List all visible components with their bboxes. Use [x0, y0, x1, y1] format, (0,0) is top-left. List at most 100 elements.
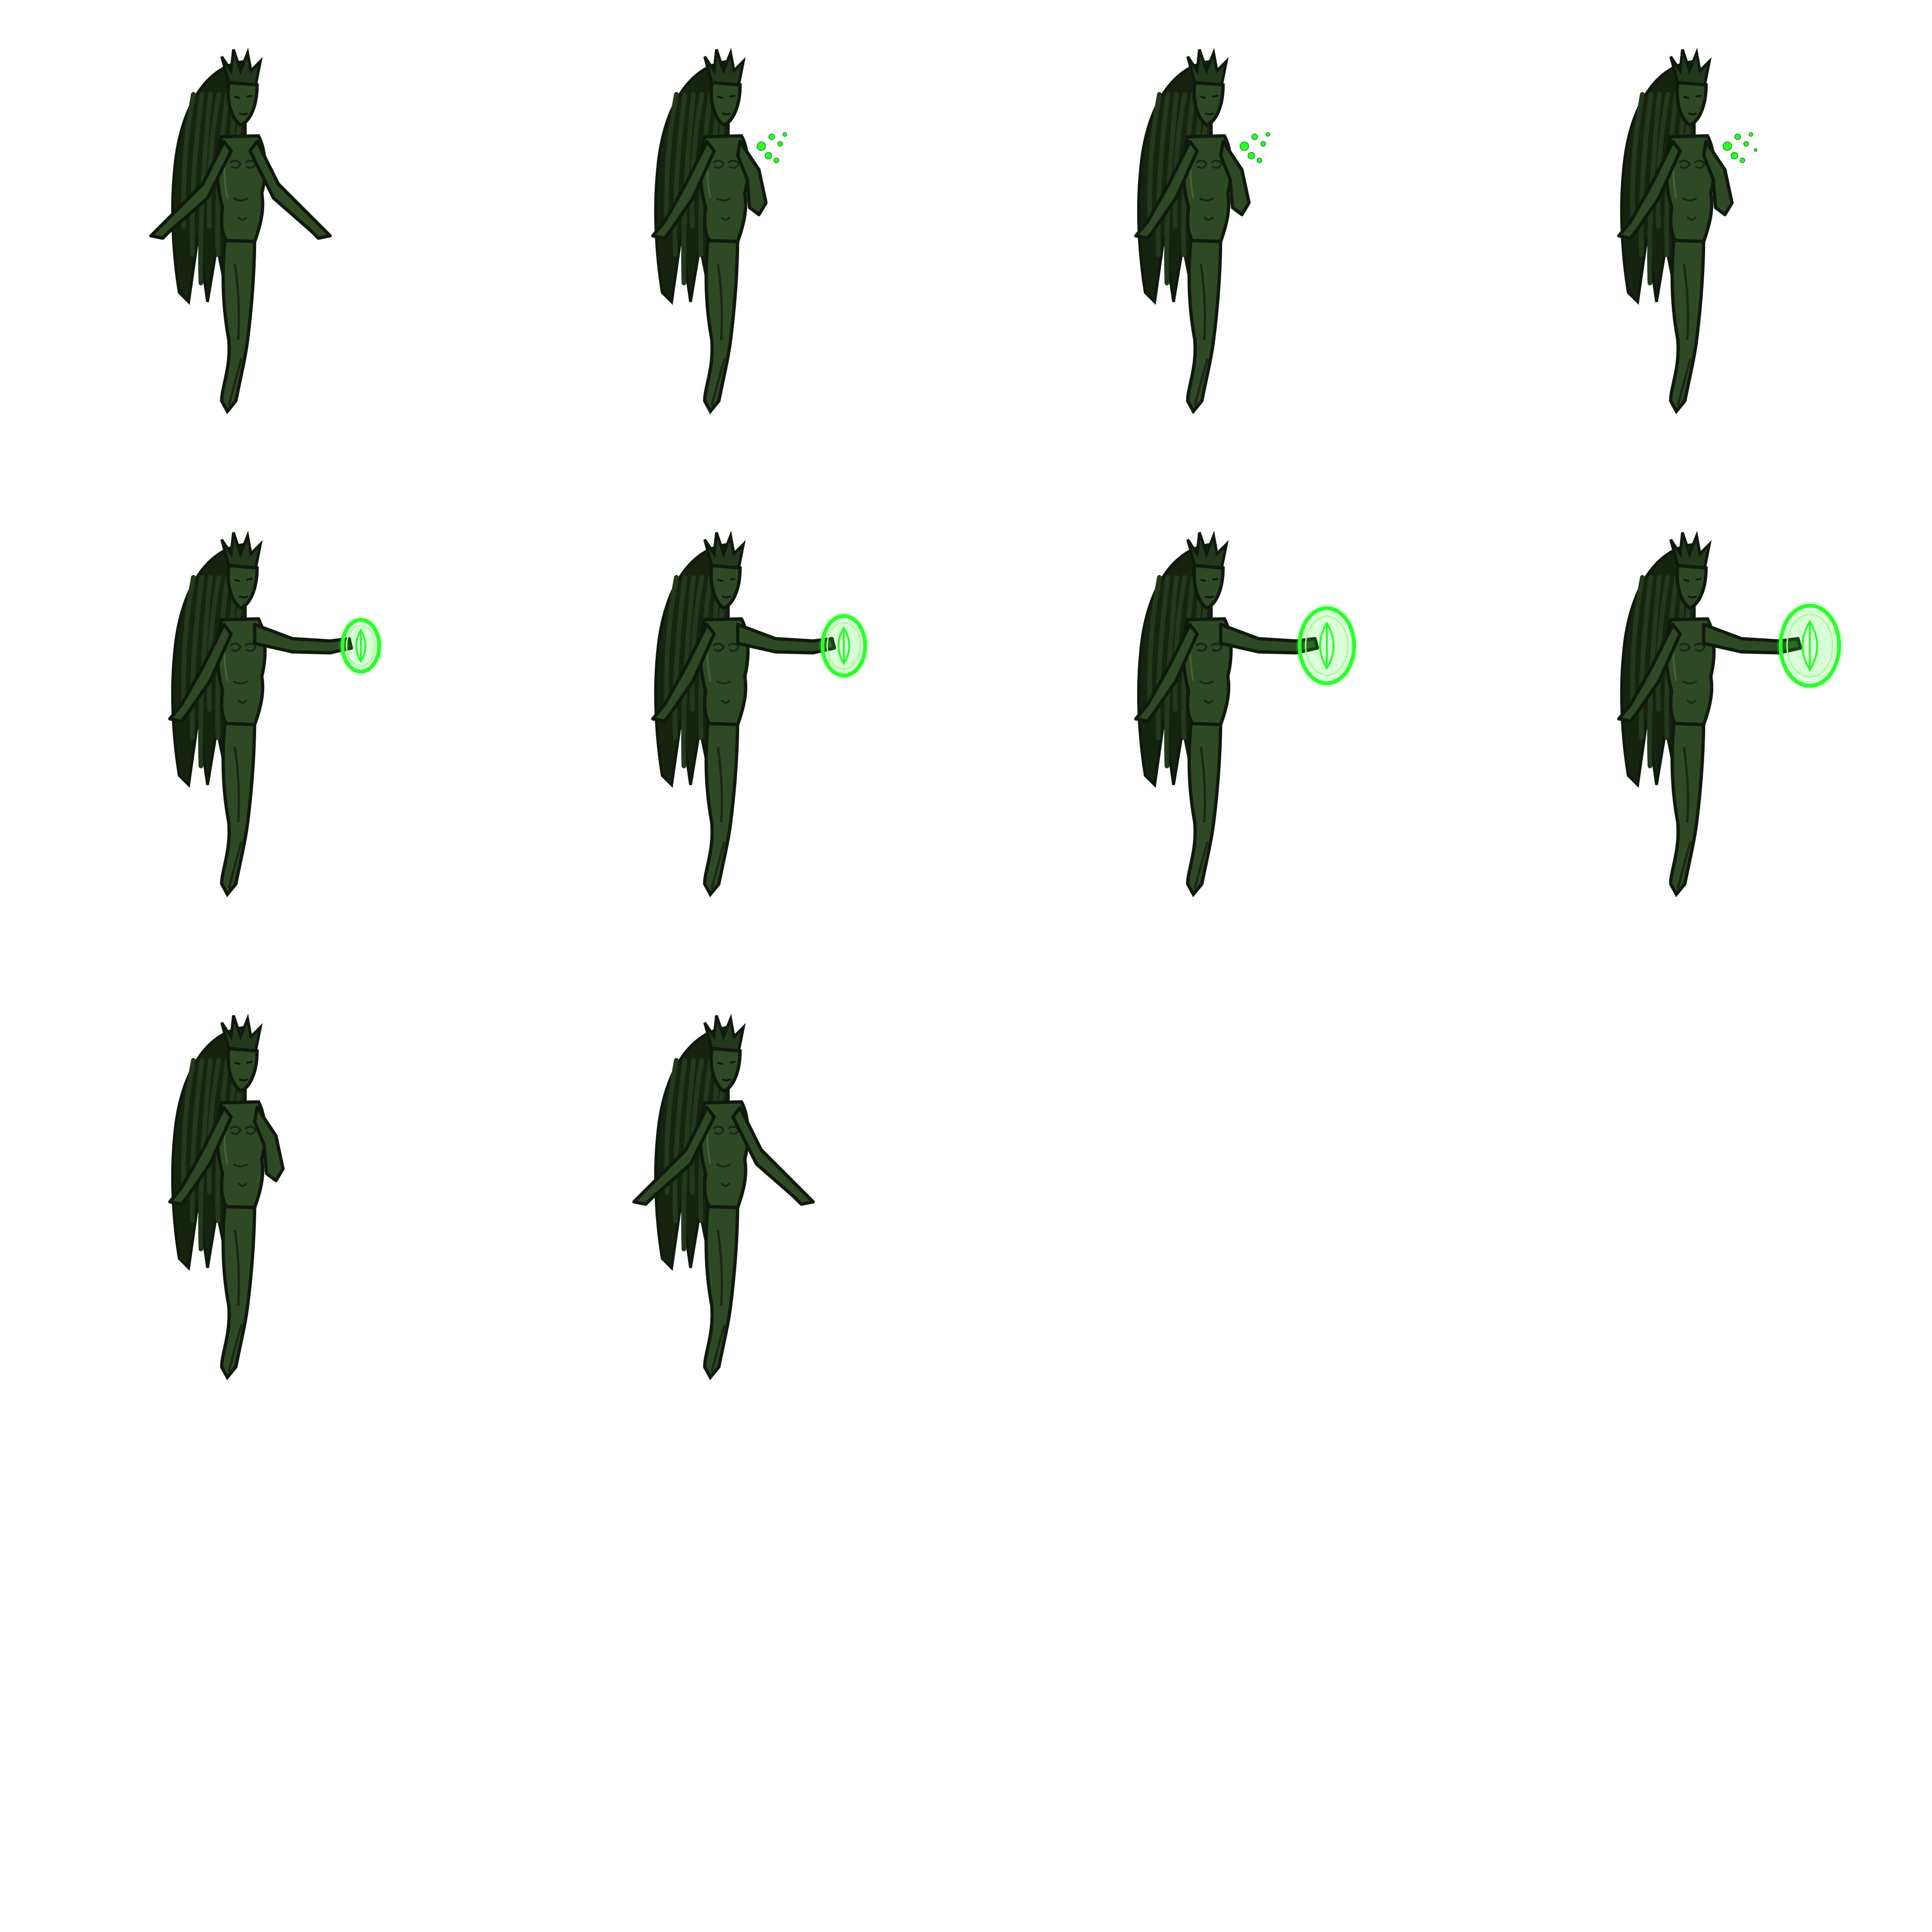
- wing-feather: [673, 1058, 687, 1223]
- left-arm: [168, 623, 233, 723]
- right-arm: [1702, 140, 1734, 217]
- dryad-figure: [1134, 531, 1358, 898]
- leg-bark: [1676, 747, 1692, 889]
- face: [234, 95, 253, 116]
- wing-feather: [673, 92, 687, 257]
- dryad-figure: [1617, 48, 1757, 415]
- sprite-frame: [483, 966, 966, 1449]
- torso-bark: [712, 642, 740, 704]
- dryad-sprite: [1134, 531, 1358, 898]
- sprite-frame: [483, 483, 966, 966]
- head: [226, 1047, 259, 1093]
- wing-feather: [1156, 92, 1170, 257]
- face: [717, 578, 736, 599]
- sigil-ring: [341, 618, 381, 674]
- wing-feather: [690, 92, 704, 229]
- sparkle: [757, 142, 766, 151]
- wing-feather: [207, 575, 221, 712]
- branch-crown: [703, 48, 746, 87]
- sparkle: [783, 132, 787, 137]
- wing-feather: [181, 1058, 196, 1195]
- head: [1192, 564, 1225, 610]
- dryad-sprite: [149, 48, 332, 415]
- leg-bark: [710, 264, 726, 406]
- branch-crown: [703, 531, 746, 570]
- dryad-figure: [632, 1014, 815, 1381]
- left-arm: [1134, 623, 1199, 723]
- wing-feather: [1173, 92, 1187, 229]
- sparkle: [1740, 158, 1745, 163]
- leg-bark: [710, 747, 726, 889]
- wing-feather: [1147, 92, 1162, 229]
- wing-feather: [690, 575, 704, 712]
- magic-sparkles: [757, 132, 787, 163]
- wing-feather: [1630, 575, 1645, 712]
- dryad-sprite: [1134, 48, 1270, 415]
- sprite-frame: [966, 483, 1449, 966]
- leg-bark: [1193, 264, 1209, 406]
- wing-feather: [1639, 92, 1653, 257]
- sprite-frame: [0, 0, 483, 483]
- magic-sparkles: [1723, 132, 1757, 163]
- sparkle: [1734, 133, 1741, 140]
- sparkle: [1754, 148, 1757, 152]
- magic-sigil: [339, 616, 383, 675]
- sparkle: [1251, 133, 1258, 140]
- sprite-frame: [0, 483, 483, 966]
- face: [234, 1061, 253, 1082]
- magic-sigil: [1777, 602, 1843, 690]
- wing-feather: [207, 1058, 221, 1195]
- left-arm: [651, 140, 716, 240]
- torso-bark: [229, 1125, 257, 1187]
- left-arm: [1617, 140, 1682, 240]
- dryad-figure: [651, 531, 869, 898]
- face: [1683, 578, 1702, 599]
- branch-crown: [1669, 531, 1712, 570]
- right-arm: [1219, 140, 1251, 217]
- torso-bark: [1195, 159, 1223, 221]
- wing-feather: [181, 575, 196, 712]
- torso-bark: [1678, 159, 1706, 221]
- wing-feather: [1656, 575, 1670, 712]
- face: [1200, 578, 1219, 599]
- sprite-frame: [0, 966, 483, 1449]
- face: [717, 1061, 736, 1082]
- right-arm: [1702, 623, 1802, 655]
- dryad-sprite: [1617, 48, 1757, 415]
- dryad-sprite: [1617, 531, 1843, 898]
- sigil-inner-ring: [346, 625, 376, 667]
- leg-bark: [1676, 264, 1692, 406]
- dryad-sprite: [168, 531, 383, 898]
- wing-feather: [1639, 575, 1653, 740]
- torso-bark: [1678, 642, 1706, 704]
- head: [709, 1047, 742, 1093]
- leg-bark: [1193, 747, 1209, 889]
- head: [1192, 81, 1225, 127]
- wing-feather: [1147, 575, 1162, 712]
- wing-feather: [664, 575, 679, 712]
- branch-crown: [1186, 48, 1229, 87]
- wing-feather: [190, 92, 204, 257]
- sparkle: [777, 141, 783, 147]
- right-arm: [736, 140, 768, 217]
- head: [1675, 564, 1708, 610]
- right-arm: [248, 140, 332, 240]
- dryad-sprite: [651, 48, 787, 415]
- dryad-figure: [149, 48, 332, 415]
- sigil-leaf: [837, 626, 850, 666]
- sparkle: [1743, 141, 1749, 147]
- sparkle: [1240, 142, 1249, 151]
- head: [709, 564, 742, 610]
- wing-feather: [207, 92, 221, 229]
- dryad-sprite: [632, 1014, 815, 1381]
- sparkle: [1731, 152, 1738, 159]
- wing-feather: [190, 1058, 204, 1223]
- head: [1675, 81, 1708, 127]
- leg-bark: [227, 1230, 243, 1372]
- face: [234, 578, 253, 599]
- magic-sigil: [1296, 604, 1358, 687]
- leg-bark: [710, 1230, 726, 1372]
- sprite-frame: [1449, 483, 1932, 966]
- sigil-ring: [1779, 604, 1841, 688]
